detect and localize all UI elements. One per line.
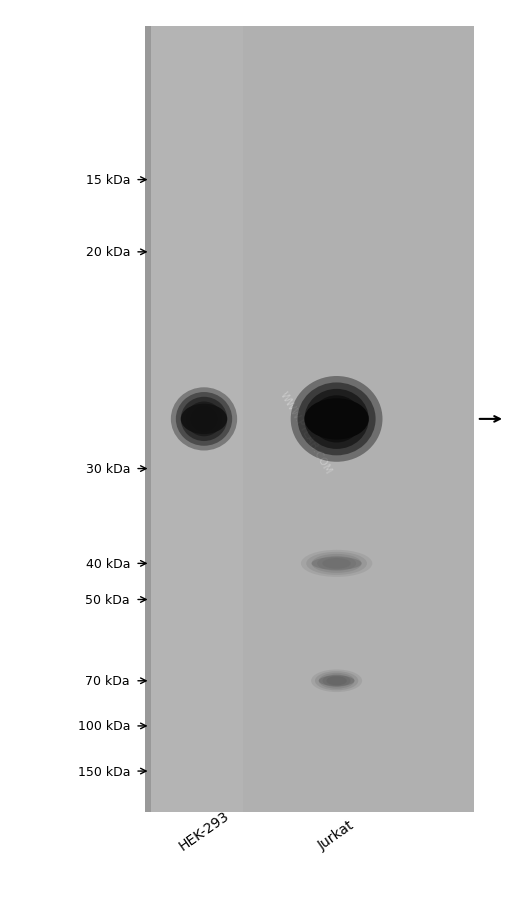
Ellipse shape (310, 669, 361, 693)
FancyBboxPatch shape (145, 27, 473, 812)
Text: 150 kDa: 150 kDa (77, 765, 130, 778)
Text: 30 kDa: 30 kDa (86, 463, 130, 475)
FancyBboxPatch shape (145, 27, 151, 812)
Ellipse shape (310, 396, 361, 443)
Ellipse shape (318, 402, 354, 437)
FancyBboxPatch shape (0, 0, 145, 902)
Ellipse shape (315, 671, 358, 691)
Ellipse shape (304, 399, 368, 440)
Text: HEK-293: HEK-293 (176, 808, 231, 852)
Ellipse shape (326, 676, 346, 686)
Ellipse shape (304, 390, 368, 449)
Ellipse shape (317, 557, 355, 571)
Ellipse shape (181, 397, 227, 441)
Ellipse shape (290, 377, 382, 462)
Ellipse shape (306, 552, 366, 575)
Ellipse shape (181, 404, 227, 435)
Text: WWW.PTLAB.COM: WWW.PTLAB.COM (278, 390, 333, 476)
FancyBboxPatch shape (145, 812, 473, 902)
Ellipse shape (318, 676, 354, 686)
Text: 15 kDa: 15 kDa (86, 174, 130, 187)
Ellipse shape (297, 383, 375, 456)
Ellipse shape (311, 557, 361, 570)
FancyBboxPatch shape (0, 0, 509, 27)
Ellipse shape (185, 402, 222, 437)
Ellipse shape (171, 388, 237, 451)
FancyBboxPatch shape (473, 0, 509, 902)
Ellipse shape (322, 675, 350, 687)
Text: 70 kDa: 70 kDa (86, 675, 130, 687)
Ellipse shape (322, 558, 350, 569)
Ellipse shape (176, 392, 232, 446)
Ellipse shape (318, 673, 354, 689)
Text: 40 kDa: 40 kDa (86, 557, 130, 570)
Ellipse shape (300, 550, 372, 577)
Text: 20 kDa: 20 kDa (86, 246, 130, 259)
Text: 50 kDa: 50 kDa (86, 594, 130, 606)
Text: Jurkat: Jurkat (316, 818, 356, 852)
Text: 100 kDa: 100 kDa (77, 720, 130, 732)
FancyBboxPatch shape (151, 27, 243, 812)
Ellipse shape (190, 407, 217, 432)
Ellipse shape (311, 554, 361, 574)
